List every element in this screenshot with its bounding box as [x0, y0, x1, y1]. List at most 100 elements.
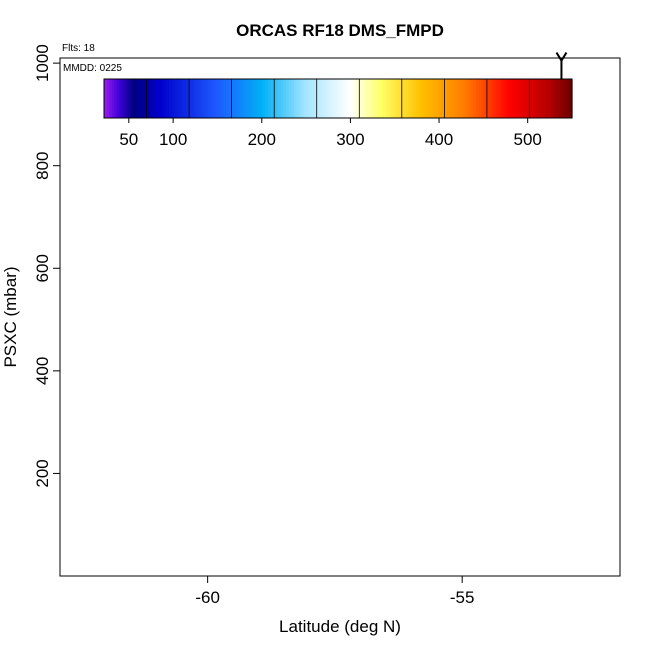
y-tick-label: 600	[33, 254, 52, 282]
colorbar-swatch	[478, 79, 482, 118]
colorbar-swatch	[104, 79, 108, 118]
colorbar-swatch	[338, 79, 342, 118]
colorbar-swatch	[119, 79, 123, 118]
colorbar-swatch	[538, 79, 542, 118]
colorbar-swatch	[330, 79, 334, 118]
flight-point	[529, 415, 538, 425]
colorbar-swatch	[252, 79, 256, 118]
colorbar-swatch	[213, 79, 217, 118]
colorbar-swatch	[343, 79, 347, 118]
colorbar-tick-label: 200	[248, 130, 276, 149]
colorbar-tick-label: 400	[425, 130, 453, 149]
colorbar-swatch	[267, 79, 271, 118]
colorbar-swatch	[226, 79, 230, 118]
colorbar-swatch	[496, 79, 500, 118]
colorbar-swatch	[192, 79, 196, 118]
flight-point	[366, 134, 375, 143]
colorbar-swatch	[234, 79, 238, 118]
colorbar-swatch	[569, 79, 573, 118]
arrow-head	[555, 52, 568, 63]
colorbar-swatch	[449, 79, 453, 118]
colorbar-tick-label: 300	[336, 130, 364, 149]
y-axis-label: PSXC (mbar)	[1, 266, 20, 367]
colorbar-swatch	[109, 79, 113, 118]
colorbar-swatch	[124, 79, 128, 118]
colorbar-swatch	[327, 79, 331, 118]
colorbar-swatch	[384, 79, 388, 118]
colorbar-swatch	[426, 79, 430, 118]
flight-point	[544, 333, 554, 342]
colorbar-swatch	[439, 79, 443, 118]
colorbar-swatch	[325, 79, 329, 118]
colorbar-swatch	[540, 79, 544, 118]
colorbar-swatch	[504, 79, 508, 118]
colorbar-swatch	[559, 79, 563, 118]
colorbar-swatch	[117, 79, 121, 118]
colorbar-swatch	[161, 79, 165, 118]
colorbar-swatch	[286, 79, 290, 118]
colorbar-swatch	[210, 79, 214, 118]
colorbar-swatch	[348, 79, 352, 118]
colorbar-swatch	[231, 79, 235, 118]
colorbar-swatch	[374, 79, 378, 118]
colorbar-swatch	[530, 79, 534, 118]
colorbar-swatch	[182, 79, 186, 118]
colorbar-swatch	[130, 79, 134, 118]
colorbar-swatch	[228, 79, 232, 118]
x-tick-label: -60	[195, 588, 220, 607]
colorbar-swatch	[509, 79, 513, 118]
colorbar-swatch	[525, 79, 529, 118]
colorbar-swatch	[483, 79, 487, 118]
colorbar-swatch	[514, 79, 518, 118]
colorbar-swatch	[158, 79, 162, 118]
colorbar-swatch	[418, 79, 422, 118]
colorbar-swatch	[340, 79, 344, 118]
colorbar-swatch	[332, 79, 336, 118]
colorbar-swatch	[309, 79, 313, 118]
colorbar-swatch	[208, 79, 212, 118]
colorbar-swatch	[494, 79, 498, 118]
colorbar-swatch	[366, 79, 370, 118]
colorbar-frame	[103, 78, 573, 119]
flight-point	[170, 237, 179, 247]
colorbar-swatch	[283, 79, 287, 118]
y-tick-label: 400	[33, 357, 52, 385]
colorbar-swatch	[413, 79, 417, 118]
colorbar-swatch	[434, 79, 438, 118]
colorbar-swatch	[244, 79, 248, 118]
colorbar-swatch	[278, 79, 282, 118]
colorbar-swatch	[127, 79, 131, 118]
colorbar-swatch	[197, 79, 201, 118]
colorbar-swatch	[369, 79, 373, 118]
colorbar-swatch	[522, 79, 526, 118]
colorbar-swatch	[507, 79, 511, 118]
colorbar-swatch	[166, 79, 170, 118]
y-axis-ticks: 200 400 600 800 1000	[33, 44, 60, 488]
colorbar-swatch	[140, 79, 144, 118]
colorbar-swatch	[356, 79, 360, 118]
colorbar-swatch	[473, 79, 477, 118]
colorbar-swatch	[512, 79, 516, 118]
colorbar-swatch	[395, 79, 399, 118]
colorbar-swatch	[351, 79, 355, 118]
colorbar-swatch	[236, 79, 240, 118]
colorbar-swatch	[335, 79, 339, 118]
colorbar-swatch	[296, 79, 300, 118]
y-tick-label: 1000	[33, 44, 52, 82]
colorbar-tick-label: 50	[119, 130, 138, 149]
colorbar-swatch	[319, 79, 323, 118]
colorbar-swatch	[135, 79, 139, 118]
colorbar-swatch	[421, 79, 425, 118]
colorbar-swatch	[137, 79, 141, 118]
colorbar-swatch	[392, 79, 396, 118]
colorbar-swatch	[301, 79, 305, 118]
colorbar-swatch	[249, 79, 253, 118]
colorbar-swatch	[564, 79, 568, 118]
colorbar-swatch	[491, 79, 495, 118]
flight-point	[294, 151, 304, 161]
colorbar-swatch	[205, 79, 209, 118]
colorbar-swatch	[460, 79, 464, 118]
colorbar-swatch	[150, 79, 154, 118]
colorbar-swatch	[457, 79, 461, 118]
